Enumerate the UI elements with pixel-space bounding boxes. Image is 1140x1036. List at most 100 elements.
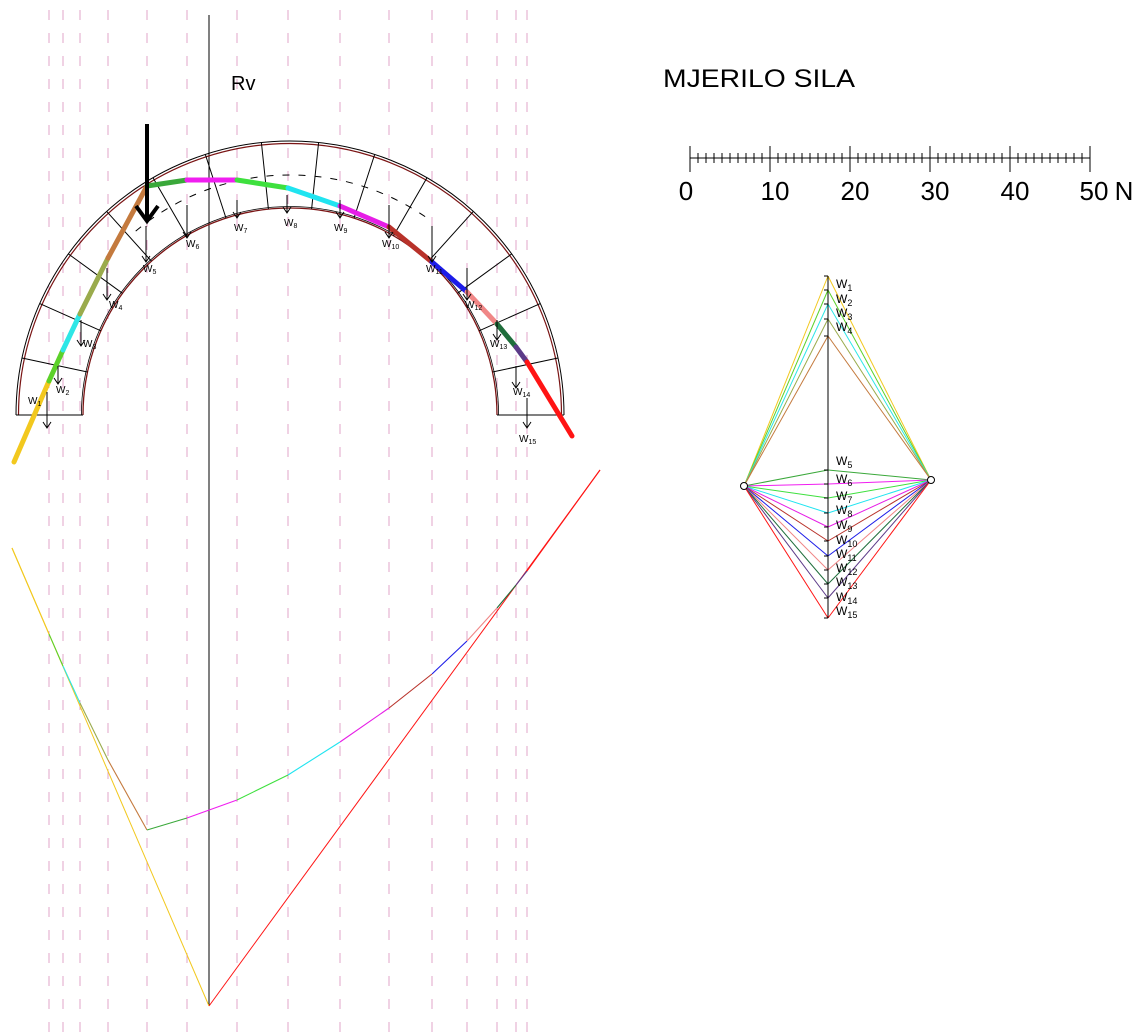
- funicular-segment: [287, 741, 341, 776]
- ray-left: [743, 485, 829, 585]
- ray-left: [743, 485, 829, 599]
- load-letter: W: [186, 239, 196, 250]
- load-letter: W: [836, 533, 848, 547]
- voussoir-joint: [204, 154, 227, 219]
- load-arrow-head: [182, 231, 192, 239]
- arch-load-arrows: [42, 195, 532, 429]
- load-arrow-head: [384, 231, 394, 239]
- ray-left: [743, 485, 829, 499]
- load-index: 5: [847, 460, 852, 470]
- ray-left: [743, 485, 829, 619]
- voussoir-joint: [492, 357, 559, 373]
- load-index: 1: [37, 401, 41, 408]
- funicular-segment: [11, 547, 50, 635]
- force-polygon-load-label: W13: [836, 575, 857, 591]
- ray-left: [743, 275, 829, 487]
- scale-title: MJERILO SILA: [663, 65, 855, 93]
- scale-tick-label: 10: [761, 176, 790, 206]
- thrust-line-segment: [11, 378, 52, 465]
- scale-ticks: [689, 146, 1091, 172]
- load-lines: [48, 10, 528, 1036]
- ray-right: [827, 303, 932, 481]
- scale-tick-label: 50: [1080, 176, 1109, 206]
- thrust-line-segment: [234, 177, 291, 191]
- voussoir-joints: [21, 142, 559, 373]
- ray-right: [827, 469, 932, 481]
- load-arrow: [102, 268, 112, 301]
- load-letter: W: [513, 387, 523, 398]
- load-arrow: [462, 268, 472, 301]
- load-arrow-head: [282, 206, 292, 214]
- load-arrow-head: [53, 377, 63, 385]
- load-index: 8: [293, 223, 297, 230]
- thrust-line-segment: [105, 183, 150, 261]
- pole-left: [740, 482, 748, 490]
- load-index: 5: [152, 269, 156, 276]
- funicular-segment: [107, 759, 148, 831]
- load-index: 15: [528, 439, 536, 446]
- load-index: 9: [847, 524, 852, 534]
- arch-load-label: W13: [490, 339, 507, 351]
- load-letter: W: [334, 223, 344, 234]
- load-arrow: [511, 366, 521, 389]
- thrust-line-segment: [524, 359, 575, 439]
- funicular-segment: [388, 673, 433, 709]
- ray-right: [827, 479, 932, 499]
- funicular-segment: [526, 469, 601, 572]
- load-index: 7: [243, 228, 247, 235]
- load-arrow: [427, 226, 437, 263]
- load-letter: W: [284, 218, 294, 229]
- funicular-segment: [236, 774, 289, 801]
- ray-left: [743, 289, 829, 487]
- ray-right: [827, 275, 932, 481]
- thrust-line-segment: [494, 321, 519, 350]
- load-index: 1: [847, 283, 852, 293]
- voussoir-joint: [39, 303, 102, 332]
- load-index: 14: [847, 596, 857, 606]
- thrust-line-segment: [77, 255, 111, 317]
- arch-extrados: [15, 140, 565, 416]
- load-index: 12: [474, 305, 482, 312]
- voussoir-joint: [393, 177, 428, 236]
- arch-load-label: W5: [143, 264, 156, 276]
- load-arrow-head: [335, 211, 345, 219]
- voussoir-joint: [353, 154, 376, 219]
- load-letter: W: [28, 396, 38, 407]
- thrust-line-segment: [46, 347, 66, 384]
- force-polygon-load-label: W15: [836, 604, 857, 620]
- load-arrow-head: [232, 211, 242, 219]
- scale-unit: N: [1115, 176, 1134, 206]
- load-arrow-head: [522, 421, 532, 429]
- ray-left: [743, 469, 829, 487]
- thrust-line-segment: [60, 311, 83, 353]
- arch-load-label: W1: [28, 396, 41, 408]
- load-index: 11: [847, 553, 856, 563]
- load-letter: W: [836, 472, 848, 486]
- load-letter: W: [234, 223, 244, 234]
- ray-right: [827, 479, 932, 528]
- thrust-line-segment: [337, 203, 392, 230]
- point-load-head: [134, 204, 160, 225]
- force-polygon-load-label: W8: [836, 503, 852, 519]
- ray-left: [743, 303, 829, 487]
- pole-right: [927, 476, 935, 484]
- voussoir-joint: [478, 303, 541, 332]
- funicular-segment: [496, 584, 517, 609]
- force-polygon-load-label: W2: [836, 292, 852, 308]
- load-letter: W: [836, 518, 848, 532]
- voussoir-joint: [106, 211, 152, 262]
- load-arrow: [141, 226, 151, 263]
- force-polygon-load-label: W10: [836, 533, 857, 549]
- load-index: 4: [847, 326, 852, 336]
- force-polygon-load-label: W5: [836, 454, 852, 470]
- load-index: 6: [195, 244, 199, 251]
- load-arrow: [282, 195, 292, 214]
- load-letter: W: [836, 292, 848, 306]
- arch-intrados: [82, 207, 498, 416]
- load-index: 13: [847, 581, 857, 591]
- load-arrow: [232, 200, 242, 219]
- load-index: 4: [118, 305, 122, 312]
- ray-right: [827, 479, 932, 542]
- load-index: 2: [65, 390, 69, 397]
